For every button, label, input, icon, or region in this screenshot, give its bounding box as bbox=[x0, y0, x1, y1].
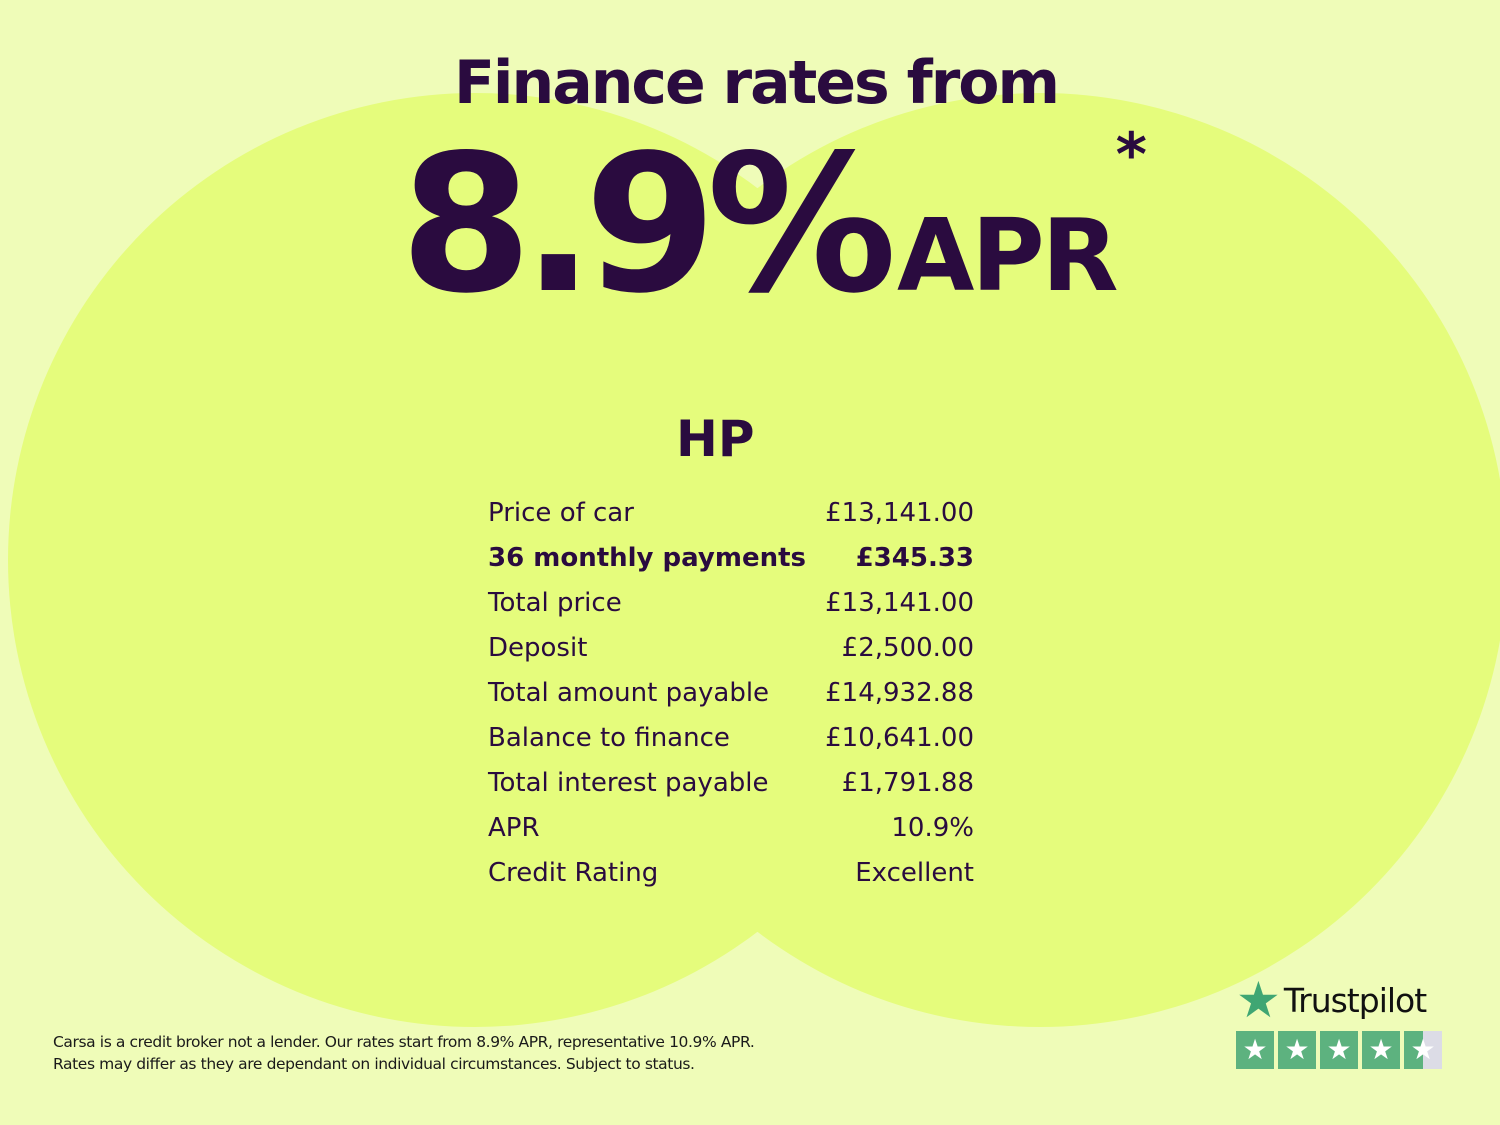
rate-suffix: APR bbox=[896, 197, 1119, 314]
star-icon: ★ bbox=[1320, 1031, 1358, 1069]
row-value: Excellent bbox=[855, 858, 974, 888]
product-title: HP bbox=[676, 410, 755, 468]
finance-row: Total amount payable £14,932.88 bbox=[488, 673, 974, 718]
star-icon: ★ bbox=[1236, 1031, 1274, 1069]
finance-row: APR 10.9% bbox=[488, 808, 974, 853]
finance-table: (function(){ const d=JSON.parse(document… bbox=[488, 493, 974, 898]
row-label: Deposit bbox=[488, 633, 588, 663]
finance-row: 36 monthly payments £345.33 bbox=[488, 538, 974, 583]
row-label: Price of car bbox=[488, 498, 634, 528]
trustpilot-rating: ★ ★ ★ ★ ★ bbox=[1236, 1031, 1442, 1069]
row-label: Balance to finance bbox=[488, 723, 730, 753]
trustpilot-star-icon: ★ bbox=[1236, 971, 1281, 1029]
disclaimer-line: Rates may differ as they are dependant o… bbox=[53, 1055, 695, 1073]
row-value: £13,141.00 bbox=[825, 588, 974, 618]
row-value: £14,932.88 bbox=[825, 678, 974, 708]
trustpilot-badge[interactable]: ★ Trustpilot ★ ★ ★ ★ ★ bbox=[1236, 975, 1442, 1069]
row-label: Total amount payable bbox=[488, 678, 770, 708]
finance-row: Credit Rating Excellent bbox=[488, 853, 974, 898]
row-label: APR bbox=[488, 813, 540, 843]
rate-value: 8.9% bbox=[400, 114, 897, 335]
headline: Finance rates from bbox=[453, 48, 1060, 118]
row-label: Total interest payable bbox=[488, 768, 769, 798]
finance-row: Total price £13,141.00 bbox=[488, 583, 974, 628]
rate-display: 8.9% APR* bbox=[400, 120, 1147, 320]
row-label: Credit Rating bbox=[488, 858, 659, 888]
row-value: £13,141.00 bbox=[825, 498, 974, 528]
disclaimer: Carsa is a credit broker not a lender. O… bbox=[53, 1031, 755, 1075]
row-label: Total price bbox=[488, 588, 622, 618]
row-value: £345.33 bbox=[855, 543, 974, 573]
disclaimer-line: Carsa is a credit broker not a lender. O… bbox=[53, 1033, 755, 1051]
row-value: £1,791.88 bbox=[841, 768, 974, 798]
row-value: £10,641.00 bbox=[825, 723, 974, 753]
half-star-icon: ★ bbox=[1404, 1031, 1442, 1069]
row-label: 36 monthly payments bbox=[488, 543, 806, 573]
asterisk: * bbox=[1115, 120, 1148, 190]
background-circle-right bbox=[573, 93, 1500, 1027]
finance-row: Total interest payable £1,791.88 bbox=[488, 763, 974, 808]
finance-row: Deposit £2,500.00 bbox=[488, 628, 974, 673]
star-icon: ★ bbox=[1362, 1031, 1400, 1069]
star-icon: ★ bbox=[1278, 1031, 1316, 1069]
trustpilot-name: Trustpilot bbox=[1283, 980, 1427, 1020]
finance-row: Price of car £13,141.00 bbox=[488, 493, 974, 538]
row-value: 10.9% bbox=[891, 813, 974, 843]
finance-row: Balance to finance £10,641.00 bbox=[488, 718, 974, 763]
row-value: £2,500.00 bbox=[841, 633, 974, 663]
